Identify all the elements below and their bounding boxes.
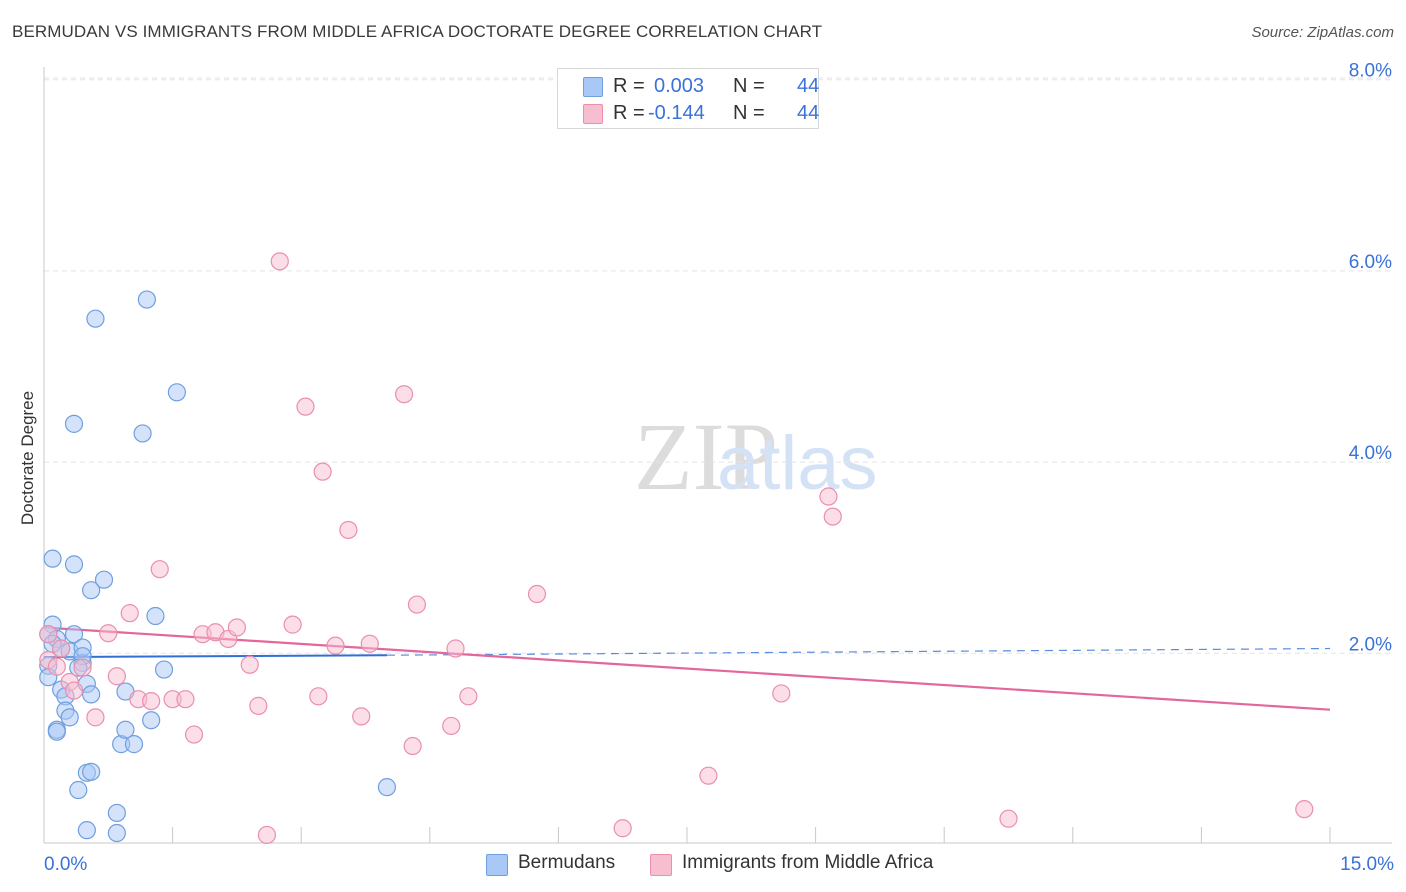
bermudans-point: [86, 309, 105, 328]
trend-lines: [43, 626, 1331, 711]
middle-africa-point: [352, 707, 371, 726]
source-credit: Source: ZipAtlas.com: [1251, 24, 1394, 41]
bermudans-point: [116, 720, 135, 739]
middle-africa-swatch: [583, 104, 603, 124]
middle-africa-point: [309, 687, 328, 706]
bermudans-point: [146, 606, 165, 626]
bermudans-point: [77, 821, 96, 840]
middle-africa-point: [270, 252, 289, 271]
middle-africa-point: [459, 687, 478, 706]
watermark: ZIP atlas: [634, 403, 878, 510]
middle-africa-point: [39, 625, 58, 644]
bermudans-point: [64, 414, 84, 433]
middle-africa-point: [150, 560, 169, 579]
bermudans-point: [43, 549, 62, 568]
y-tick-label: 6.0%: [1349, 252, 1392, 273]
middle-africa-point: [296, 397, 315, 416]
middle-africa-point: [52, 639, 71, 658]
bermudans-point: [60, 708, 79, 727]
middle-africa-point: [999, 809, 1018, 828]
middle-africa-point: [1295, 800, 1314, 819]
middle-africa-point: [339, 520, 358, 540]
legend-swatch-blue: [486, 854, 508, 876]
y-tick-label: 8.0%: [1349, 61, 1392, 82]
middle-africa-point: [107, 667, 126, 686]
watermark-atlas: atlas: [717, 421, 878, 506]
watermark-zip: ZIP: [634, 403, 778, 510]
bermudans-point: [64, 555, 84, 574]
middle-africa-point: [184, 725, 204, 744]
middle-africa-point: [313, 462, 332, 481]
correlation-stats-box: R = 0.003 N = 44 R = -0.144 N = 44: [557, 68, 819, 129]
middle-africa-point: [249, 696, 268, 715]
middle-africa-point: [64, 681, 84, 700]
bermudans-point: [137, 290, 156, 309]
bermudans-swatch: [583, 77, 603, 97]
bermudans-point: [142, 711, 161, 730]
bermudans-point: [377, 778, 397, 797]
r-value: -0.144: [648, 102, 705, 124]
bermudans-point: [94, 570, 114, 589]
bermudans-point: [124, 735, 144, 754]
middle-africa-point: [326, 636, 345, 655]
middle-africa-point: [283, 615, 302, 634]
n-value: 44: [797, 75, 820, 97]
chart-title: BERMUDAN VS IMMIGRANTS FROM MIDDLE AFRIC…: [12, 22, 823, 41]
bermudans-point: [82, 581, 101, 600]
data-points: [39, 252, 1314, 845]
n-label: N =: [733, 102, 765, 124]
middle-africa-trend-line: [43, 626, 1331, 711]
middle-africa-point: [613, 819, 632, 838]
x-tick-label-min: 0.0%: [44, 854, 87, 875]
middle-africa-point: [227, 618, 246, 637]
bermudans-point: [107, 823, 126, 843]
bermudans-trend-extension: [386, 647, 1331, 656]
middle-africa-point: [527, 584, 547, 604]
middle-africa-point: [823, 507, 842, 526]
middle-africa-point: [442, 716, 461, 736]
bermudans-point: [64, 625, 84, 644]
x-tick-label-max: 15.0%: [1340, 854, 1394, 875]
r-value: 0.003: [654, 75, 705, 97]
middle-africa-point: [407, 595, 427, 614]
bermudans-point: [107, 803, 126, 823]
bermudans-trend-line: [43, 654, 387, 659]
middle-africa-point: [176, 690, 195, 709]
middle-africa-point: [86, 708, 105, 727]
bermudans-point: [82, 685, 101, 704]
bermudans-point: [47, 722, 66, 741]
middle-africa-point: [47, 657, 66, 676]
middle-africa-point: [257, 825, 277, 845]
middle-africa-point: [819, 487, 838, 506]
middle-africa-point: [394, 385, 414, 404]
bermudans-point: [69, 780, 88, 800]
y-tick-label: 2.0%: [1349, 634, 1392, 655]
bermudans-point: [167, 383, 186, 402]
middle-africa-point: [142, 691, 161, 711]
bermudans-point: [82, 762, 101, 781]
middle-africa-point: [446, 639, 465, 658]
middle-africa-point: [120, 604, 139, 623]
middle-africa-point: [240, 655, 259, 674]
r-label: R =: [613, 75, 645, 97]
bermudans-point: [133, 424, 152, 443]
middle-africa-point: [699, 766, 718, 785]
bermudans-point: [154, 660, 174, 679]
legend-swatch-pink: [650, 854, 672, 876]
r-label: R =: [613, 102, 645, 124]
y-tick-label: 4.0%: [1349, 443, 1392, 464]
legend-label: Bermudans: [518, 852, 616, 873]
n-label: N =: [733, 75, 765, 97]
middle-africa-point: [73, 658, 92, 677]
middle-africa-point: [360, 634, 379, 653]
grid: [44, 77, 1392, 654]
middle-africa-point: [772, 684, 791, 703]
middle-africa-point: [99, 624, 118, 643]
middle-africa-point: [403, 736, 422, 756]
legend-label: Immigrants from Middle Africa: [682, 852, 934, 873]
n-value: 44: [797, 102, 820, 124]
tick-labels: 2.0% 4.0% 6.0% 8.0% 0.0% 15.0%: [44, 61, 1394, 875]
